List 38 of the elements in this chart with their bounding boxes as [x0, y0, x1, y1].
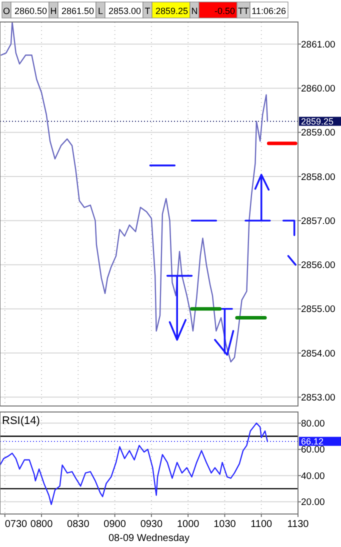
chart-title: RSI(14)	[2, 415, 40, 427]
y-tick-label: 2860.00	[301, 84, 336, 95]
text: 2859.25	[155, 6, 188, 16]
y-tick-label: 2861.00	[301, 39, 336, 50]
x-tick-label: 1130	[287, 519, 310, 530]
y-tick-label: 80.00	[301, 418, 325, 430]
text: 2861.50	[61, 6, 94, 16]
y-tick-label: 2855.00	[301, 304, 336, 316]
x-tick-label: 1100	[250, 519, 273, 530]
x-axis-title: 08-09 Wednesday	[108, 533, 190, 544]
text: T	[144, 6, 151, 16]
y-tick-label: 2856.00	[301, 260, 336, 272]
x-tick-label: 1000	[176, 519, 200, 530]
x-tick-label: 0800	[30, 519, 54, 530]
text: H	[50, 6, 57, 16]
y-tick-label: 60.00	[301, 444, 325, 456]
y-tick-label: 2854.00	[301, 348, 336, 360]
y-tick-label: 20.00	[301, 497, 325, 508]
text: -0.50	[214, 6, 235, 16]
text: N	[191, 6, 198, 16]
text: L	[98, 6, 104, 16]
ref-line-label: 66.12	[301, 436, 324, 446]
y-tick-label: 2859.00	[301, 128, 336, 139]
text: 2853.00	[108, 6, 141, 16]
x-tick-label: 0830	[67, 519, 90, 530]
x-tick-label: 0730	[4, 519, 28, 530]
x-tick-label: 0930	[140, 519, 163, 530]
y-tick-label: 2857.00	[301, 216, 336, 227]
text: TT	[238, 6, 250, 16]
x-tick-label: 0900	[104, 519, 126, 530]
y-tick-label: 2858.00	[301, 172, 336, 183]
ref-line-label: 2859.25	[301, 116, 334, 126]
y-tick-label: 2853.00	[301, 392, 336, 404]
text: 2860.50	[14, 6, 47, 16]
y-tick-label: 40.00	[301, 470, 325, 482]
text: O	[2, 6, 10, 16]
x-tick-label: 1030	[214, 519, 236, 530]
text: 11:06:26	[252, 6, 286, 16]
